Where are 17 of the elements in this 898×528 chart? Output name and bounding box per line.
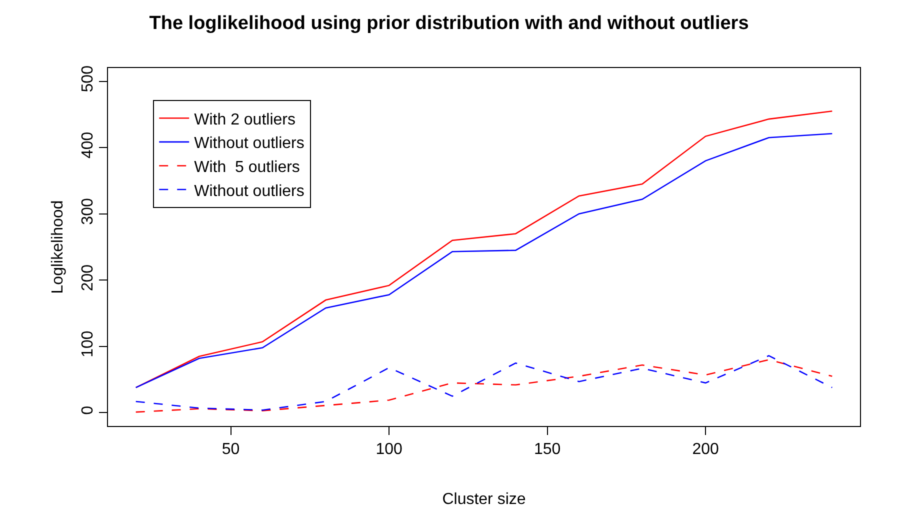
legend-label: Without outliers bbox=[194, 182, 304, 200]
y-tick-label: 300 bbox=[80, 198, 97, 225]
legend-label: With 2 outliers bbox=[194, 111, 296, 128]
x-tick-label: 50 bbox=[222, 441, 240, 458]
x-tick-label: 100 bbox=[376, 441, 402, 458]
y-tick-label: 500 bbox=[80, 65, 97, 92]
y-tick-label: 200 bbox=[80, 264, 97, 292]
y-tick-label: 400 bbox=[80, 132, 97, 159]
y-tick-label: 0 bbox=[80, 406, 97, 415]
y-axis-title: Loglikelihood bbox=[50, 200, 66, 294]
x-tick-label: 150 bbox=[534, 441, 561, 458]
y-tick-label: 100 bbox=[80, 330, 97, 358]
x-tick-label: 200 bbox=[692, 441, 719, 458]
legend-label: With 5 outliers bbox=[194, 158, 300, 176]
legend-label: Without outliers bbox=[194, 135, 304, 152]
chart-title: The loglikelihood using prior distribution with and without outliers bbox=[149, 13, 749, 34]
x-axis-title: Cluster size bbox=[442, 490, 526, 508]
